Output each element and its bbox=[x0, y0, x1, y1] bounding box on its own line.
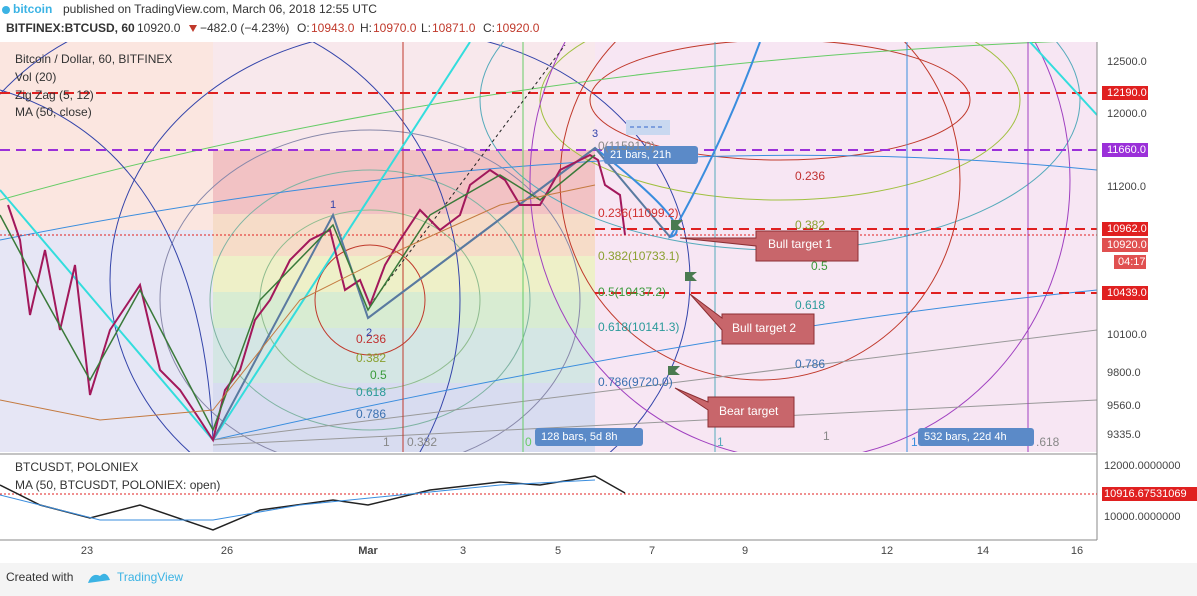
price-label: 12000.0 bbox=[1107, 108, 1147, 120]
main-pane bbox=[0, 42, 1097, 452]
down-arrow bbox=[189, 25, 197, 32]
price: 10920.0 bbox=[137, 21, 181, 35]
published: published on TradingView.com, March 06, … bbox=[63, 2, 377, 16]
lower-pane: BTCUSDT, POLONIEX MA (50, BTCUSDT, POLON… bbox=[0, 453, 1097, 531]
time-label: 12 bbox=[881, 545, 893, 557]
price-label: 9800.0 bbox=[1107, 367, 1141, 379]
time-label: 16 bbox=[1071, 545, 1083, 557]
fib-label: 0.786(9720.0) bbox=[598, 375, 673, 389]
symbol: BITFINEX:BTCUSD, 60 bbox=[6, 21, 135, 35]
price-label: 12190.0 bbox=[1107, 87, 1147, 99]
lower-axis-label: 12000.0000000 bbox=[1104, 460, 1180, 472]
fan-label: 0.236 bbox=[356, 332, 386, 346]
price-label: 11200.0 bbox=[1107, 181, 1146, 193]
overlay-texts: Bitcoin / Dollar, 60, BITFINEX Vol (20) … bbox=[15, 52, 1060, 449]
c-label: C: bbox=[483, 21, 495, 35]
callout-text: Bull target 2 bbox=[732, 321, 796, 335]
fib-label: 0.382(10733.1) bbox=[598, 249, 679, 263]
lower-axis-label: 10916.67531069 bbox=[1104, 488, 1187, 500]
zigzag-point: 1 bbox=[330, 199, 336, 211]
arc-label: 0.5 bbox=[811, 259, 828, 273]
arc-label: 0.618 bbox=[795, 298, 825, 312]
legend: Bitcoin / Dollar, 60, BITFINEX bbox=[15, 52, 172, 66]
price-label: 10962.0 bbox=[1107, 223, 1147, 235]
price-label: 10439.0 bbox=[1107, 287, 1147, 299]
arc-bottom-label: 0.382 bbox=[407, 435, 437, 449]
time-label: 5 bbox=[555, 545, 561, 557]
h: 10970.0 bbox=[373, 21, 417, 35]
price-label: 12500.0 bbox=[1107, 56, 1147, 68]
callout-text: Bear target bbox=[719, 404, 779, 418]
footer: Created with TradingView bbox=[0, 563, 1197, 596]
lower-title: BTCUSDT, POLONIEX bbox=[15, 460, 138, 474]
price-label: 9560.0 bbox=[1107, 400, 1141, 412]
fan-label: 0.786 bbox=[356, 407, 386, 421]
price-label: 11660.0 bbox=[1107, 144, 1146, 156]
countdown: 04:17 bbox=[1118, 256, 1146, 268]
o-label: O: bbox=[297, 21, 310, 35]
lower-axis-label: 10000.0000000 bbox=[1104, 511, 1180, 523]
time-label: 7 bbox=[649, 545, 655, 557]
h-label: H: bbox=[360, 21, 372, 35]
time-axis: 23 26 Mar 3 5 7 9 12 14 16 bbox=[0, 539, 1097, 557]
brand[interactable]: bitcoin bbox=[13, 2, 52, 16]
lower-ma: MA (50, BTCUSDT, POLONIEX: open) bbox=[15, 478, 220, 492]
arc-label: 0.382 bbox=[795, 218, 825, 232]
price-label: 9335.0 bbox=[1107, 429, 1141, 441]
fan-label: 0.382 bbox=[356, 351, 386, 365]
created-with: Created with bbox=[6, 570, 73, 584]
time-label: 23 bbox=[81, 545, 93, 557]
fib-label: 0.5(10437.2) bbox=[598, 285, 666, 299]
time-label: 26 bbox=[221, 545, 233, 557]
range-label: 21 bars, 21h bbox=[610, 149, 671, 161]
arc-bottom-label: 1 bbox=[823, 429, 830, 443]
time-label: 9 bbox=[742, 545, 748, 557]
range-label: 532 bars, 22d 4h bbox=[924, 431, 1007, 443]
arc-bottom-label: 1 bbox=[911, 435, 918, 449]
legend: Vol (20) bbox=[15, 70, 56, 84]
zigzag-point: 3 bbox=[592, 128, 598, 140]
arc-label: 0.236 bbox=[795, 169, 825, 183]
header: bitcoin published on TradingView.com, Ma… bbox=[2, 2, 540, 35]
l: 10871.0 bbox=[432, 21, 476, 35]
time-label: 14 bbox=[977, 545, 989, 557]
callout-text: Bull target 1 bbox=[768, 237, 832, 251]
fan-label: 0.5 bbox=[370, 368, 387, 382]
time-label: Mar bbox=[358, 545, 378, 557]
legend: Zig Zag (5, 12) bbox=[15, 88, 94, 102]
legend: MA (50, close) bbox=[15, 105, 92, 119]
price-label: 10100.0 bbox=[1107, 329, 1147, 341]
brand-icon bbox=[2, 6, 10, 14]
price-axis: 12500.0 12190.0 12000.0 11660.0 11200.0 … bbox=[1096, 42, 1197, 540]
arc-bottom-label: .618 bbox=[1036, 435, 1060, 449]
fib-label: 0.236(11099.2) bbox=[598, 206, 679, 220]
c: 10920.0 bbox=[496, 21, 540, 35]
arc-bottom-label: 0 bbox=[525, 435, 532, 449]
fib-label: 0(11591.0) bbox=[598, 139, 655, 153]
range-label: 128 bars, 5d 8h bbox=[541, 431, 617, 443]
tv-brand[interactable]: TradingView bbox=[117, 570, 183, 584]
zigzag-point: 2 bbox=[366, 327, 372, 339]
arc-bottom-label: 1 bbox=[383, 435, 390, 449]
time-label: 3 bbox=[460, 545, 466, 557]
price-label: 10920.0 bbox=[1107, 239, 1147, 251]
tv-logo bbox=[88, 573, 110, 583]
fib-label: 0.618(10141.3) bbox=[598, 320, 679, 334]
arc-bottom-label: 1 bbox=[717, 435, 724, 449]
o: 10943.0 bbox=[311, 21, 355, 35]
l-label: L: bbox=[421, 21, 431, 35]
change: −482.0 (−4.23%) bbox=[200, 21, 289, 35]
callouts bbox=[674, 230, 859, 428]
arc-label: 0.786 bbox=[795, 357, 825, 371]
fan-label: 0.618 bbox=[356, 385, 386, 399]
